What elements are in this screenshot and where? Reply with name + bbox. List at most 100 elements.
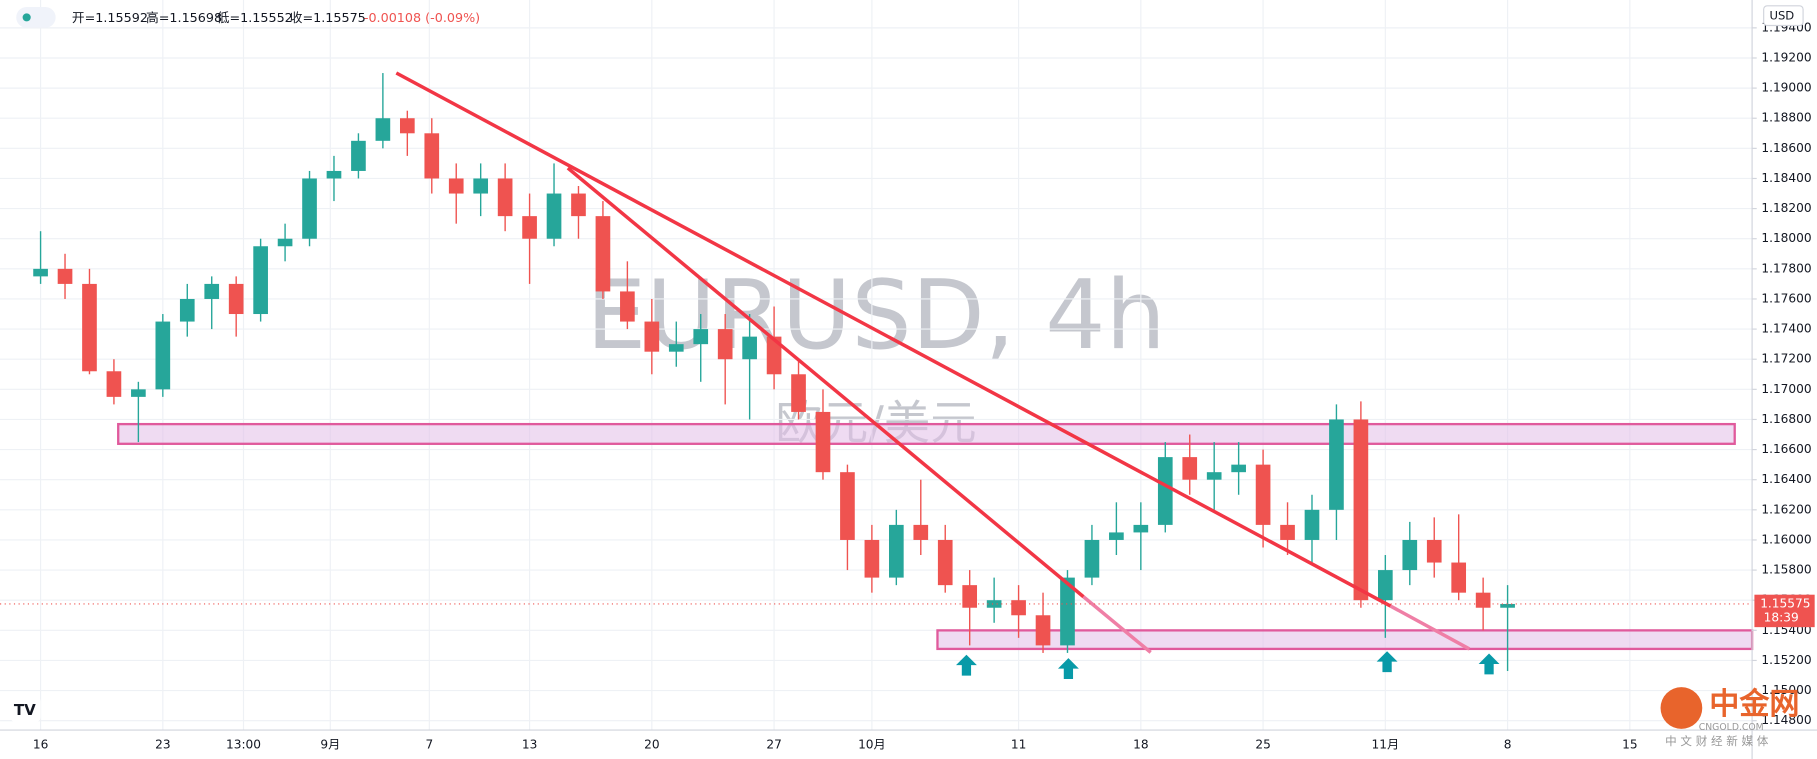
candle-body — [1231, 464, 1246, 473]
y-tick-label: 1.18200 — [1761, 201, 1811, 215]
x-tick-label: 8 — [1504, 738, 1512, 752]
y-tick-label: 1.18800 — [1761, 111, 1811, 125]
arrow-up — [1057, 658, 1079, 680]
arrow-up — [1478, 653, 1500, 675]
y-tick-label: 1.17200 — [1761, 352, 1811, 366]
candle-body — [1304, 509, 1320, 540]
y-tick-label: 1.16800 — [1761, 412, 1811, 426]
candle-body — [1426, 539, 1442, 563]
logo-slogan: 中 文 财 经 新 媒 体 — [1665, 734, 1769, 748]
x-tick-label: 10月 — [858, 738, 886, 752]
y-tick-label: 1.16600 — [1761, 442, 1811, 456]
y-tick-label: 1.17000 — [1761, 382, 1811, 396]
candle-body — [742, 336, 757, 360]
support-zone — [936, 629, 1754, 651]
candle-body — [1182, 457, 1198, 480]
watermark-title: EURUSD, 4h — [586, 261, 1166, 371]
candle-body — [717, 329, 733, 360]
price-label-box — [1754, 594, 1815, 628]
y-tick-label: 1.15000 — [1761, 683, 1811, 697]
y-tick-label: 1.15800 — [1761, 563, 1811, 577]
logo-icon — [1660, 687, 1703, 729]
logo-site: CNGOLD.COM — [1699, 722, 1764, 733]
candle-body — [277, 238, 293, 247]
logo-name: 中金网 — [1709, 687, 1799, 722]
candle-body — [326, 170, 342, 179]
candle-body — [57, 268, 73, 284]
y-tick-label: 1.14800 — [1761, 713, 1811, 727]
candle-body — [179, 298, 195, 322]
trendline — [566, 166, 1085, 599]
candle-body — [644, 321, 660, 352]
y-tick-label: 1.17800 — [1761, 261, 1811, 275]
logo: 中金网 CNGOLD.COM 中 文 财 经 新 媒 体 — [1660, 687, 1800, 748]
countdown: 18:39 — [1764, 610, 1799, 624]
candle-body — [937, 539, 953, 586]
header-high: 高=1.15698 — [146, 10, 222, 26]
candle-body — [424, 133, 440, 179]
candle-body — [1157, 457, 1173, 525]
y-tick-label: 1.16200 — [1761, 502, 1811, 516]
candle-body — [473, 178, 489, 194]
candle-body — [1500, 603, 1515, 608]
x-tick-label: 20 — [644, 738, 659, 752]
candle-body — [204, 283, 220, 299]
header: 开=1.15592 高=1.15698 低=1.15552 收=1.15575 … — [16, 6, 480, 28]
grid — [0, 0, 1753, 731]
watermark: EURUSD, 4h 欧元/美元 — [586, 261, 1166, 450]
trendline-tail — [1082, 595, 1152, 654]
candle-body — [1402, 539, 1418, 571]
candle-body — [595, 216, 611, 292]
x-tick-label: 13:00 — [226, 738, 261, 752]
candle-body — [766, 336, 782, 375]
candle-body — [1255, 464, 1271, 525]
header-low: 低=1.15552 — [217, 11, 293, 26]
x-tick-label: 25 — [1255, 738, 1270, 752]
candle-body — [986, 600, 1002, 608]
y-tick-label: 1.18600 — [1761, 141, 1811, 155]
candle-body — [815, 411, 831, 473]
arrows — [956, 651, 1500, 680]
trendline-tail — [1389, 604, 1471, 651]
currency-button[interactable] — [1763, 5, 1804, 27]
candle-body — [82, 283, 97, 372]
candle-body — [1084, 539, 1100, 578]
x-tick-label: 15 — [1622, 738, 1637, 752]
price-label: 1.15575 — [1760, 596, 1810, 610]
candle-body — [155, 321, 171, 390]
candle-body — [1060, 577, 1075, 646]
y-tick-label: 1.17600 — [1761, 291, 1811, 305]
candle-body — [888, 524, 904, 578]
x-tick-label: 7 — [425, 738, 433, 752]
candle-body — [228, 283, 244, 315]
x-tick-label: 11 — [1011, 738, 1026, 752]
candle-body — [106, 371, 122, 397]
y-tick-label: 1.19000 — [1761, 81, 1811, 95]
candle-body — [1109, 532, 1124, 540]
y-tick-label: 1.16000 — [1761, 532, 1811, 546]
status-pill[interactable] — [16, 6, 56, 28]
trendlines — [395, 71, 1500, 680]
trendline — [395, 71, 1392, 608]
y-tick-label: 1.19200 — [1761, 50, 1811, 64]
candle-body — [1280, 524, 1295, 540]
candle-body — [1353, 419, 1369, 601]
tv-logo[interactable] — [10, 696, 41, 722]
candle-body — [840, 472, 855, 540]
candle-body — [864, 539, 880, 578]
candle-body — [620, 291, 635, 322]
candle-body — [399, 118, 415, 134]
x-tick-label: 16 — [33, 738, 48, 752]
candle-body — [962, 585, 978, 608]
candle-body — [375, 118, 391, 141]
candle-body — [1451, 562, 1467, 593]
y-tick-label: 1.18400 — [1761, 171, 1811, 185]
axes: 1.148001.150001.152001.154001.156001.158… — [0, 20, 1815, 752]
candle-body — [913, 524, 929, 540]
candle-body — [1329, 419, 1344, 510]
candles — [33, 73, 1515, 671]
header-open: 开=1.15592 — [72, 11, 148, 26]
status-dot — [22, 13, 31, 22]
x-tick-label: 23 — [155, 738, 170, 752]
candle-body — [693, 329, 709, 345]
